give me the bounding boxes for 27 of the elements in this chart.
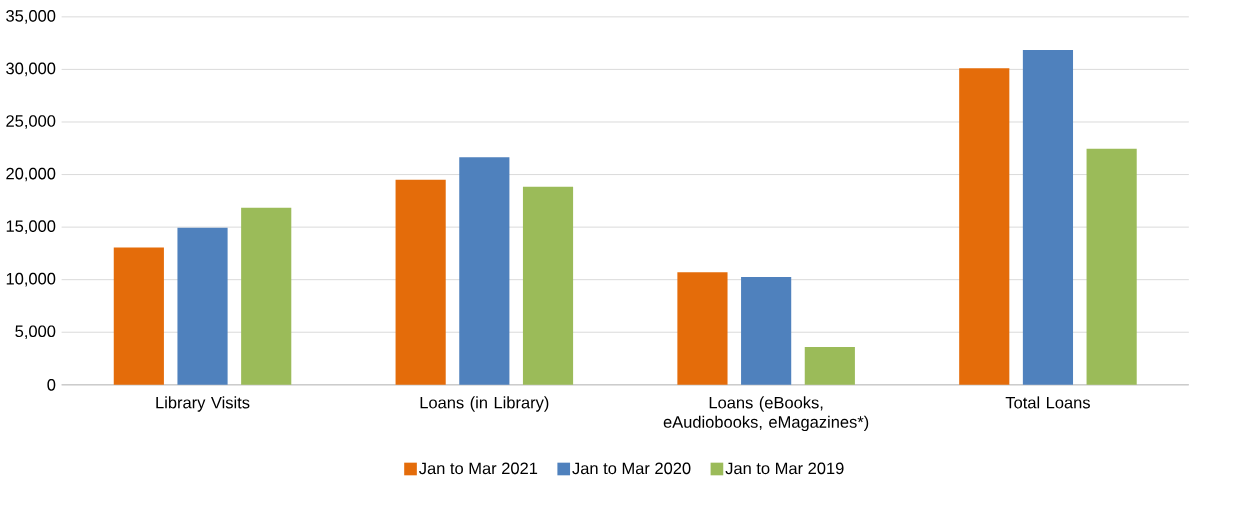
bar bbox=[804, 346, 855, 385]
x-tick-label: Library Visits bbox=[156, 396, 250, 412]
legend-label: Jan to Mar 2021 bbox=[419, 462, 538, 475]
bar bbox=[395, 179, 446, 385]
y-tick-label: 10,000 bbox=[6, 272, 56, 287]
bar bbox=[1022, 49, 1074, 385]
y-tick-label: 30,000 bbox=[6, 62, 56, 77]
bar bbox=[177, 227, 228, 385]
bar bbox=[459, 157, 510, 385]
y-tick-label: 35,000 bbox=[6, 10, 56, 24]
y-tick-label: 20,000 bbox=[6, 167, 56, 182]
y-tick-label: 15,000 bbox=[6, 220, 56, 234]
y-tick-label: 25,000 bbox=[6, 115, 56, 129]
bar bbox=[113, 247, 164, 385]
legend-label: Jan to Mar 2019 bbox=[725, 462, 844, 475]
bar bbox=[522, 186, 574, 385]
bar bbox=[677, 272, 728, 385]
bar bbox=[959, 68, 1010, 385]
y-tick-label: 5,000 bbox=[15, 325, 56, 340]
y-tick-label: 0 bbox=[47, 378, 56, 391]
x-tick-label: Loans (in Library) bbox=[420, 396, 549, 412]
legend-label: Jan to Mar 2020 bbox=[572, 462, 691, 475]
bar bbox=[241, 207, 292, 385]
x-tick-label: Loans (eBooks, eAudiobooks, eMagazines*) bbox=[663, 396, 869, 432]
x-tick-label: Total Loans bbox=[1005, 396, 1090, 409]
bar bbox=[1086, 148, 1137, 385]
bar bbox=[741, 277, 792, 385]
